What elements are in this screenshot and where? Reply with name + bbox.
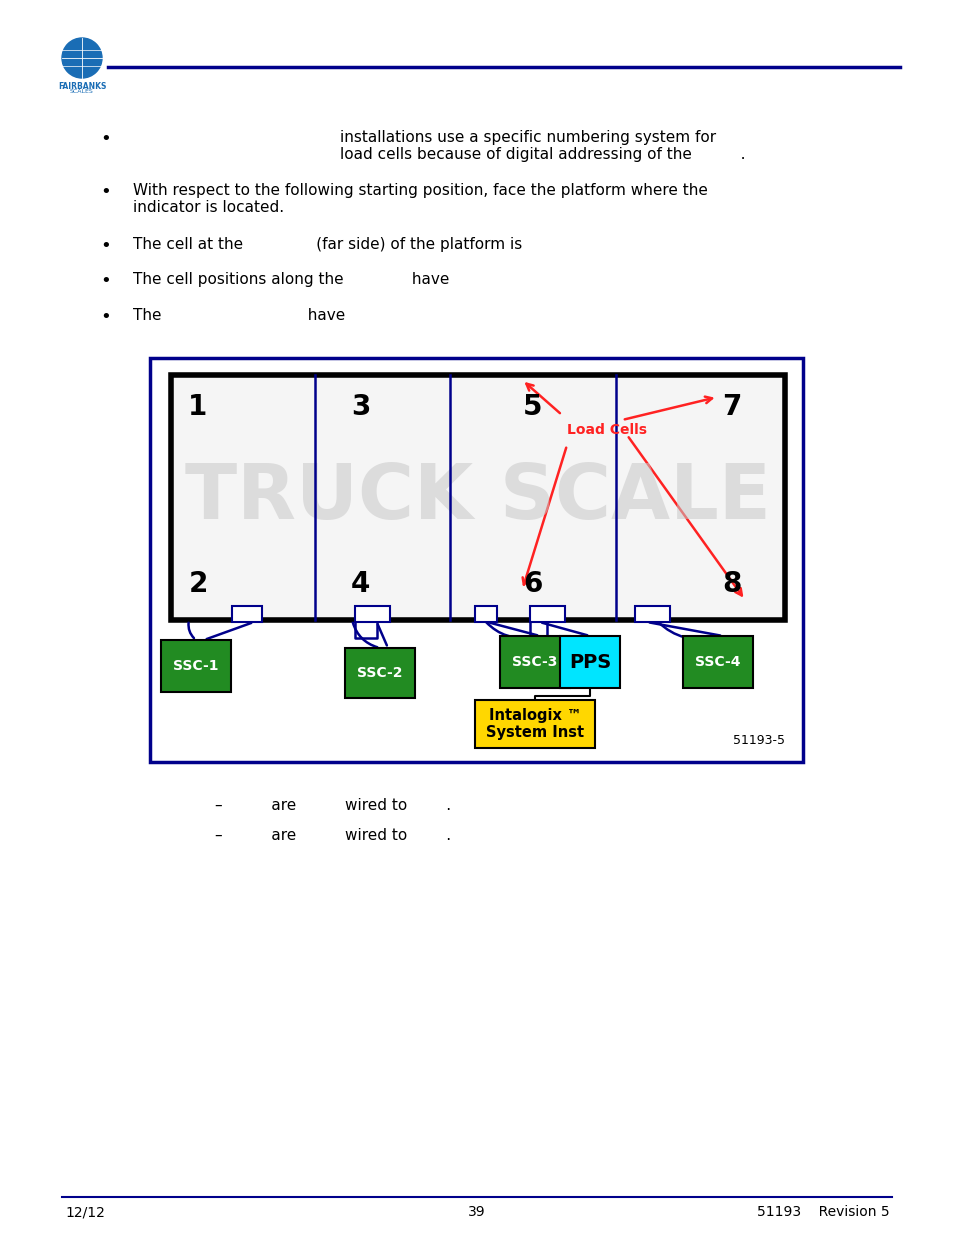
Text: 5: 5 xyxy=(522,393,542,421)
Text: 7: 7 xyxy=(721,393,741,421)
Bar xyxy=(559,636,619,688)
Bar xyxy=(171,375,784,620)
Text: TRUCK SCALE: TRUCK SCALE xyxy=(185,461,770,535)
Text: The cell positions along the              have: The cell positions along the have xyxy=(132,272,449,287)
Text: •: • xyxy=(100,130,111,148)
Text: •: • xyxy=(100,272,111,290)
Bar xyxy=(345,648,415,698)
Bar xyxy=(682,636,752,688)
Text: 51193-5: 51193-5 xyxy=(732,734,784,747)
Text: SCALES: SCALES xyxy=(71,89,93,94)
Text: 1: 1 xyxy=(188,393,208,421)
Text: 4: 4 xyxy=(351,571,370,598)
Text: 8: 8 xyxy=(721,571,741,598)
Text: FAIRBANKS: FAIRBANKS xyxy=(58,82,106,91)
Text: The                              have: The have xyxy=(132,308,345,324)
Text: SSC-2: SSC-2 xyxy=(356,666,402,680)
Text: 6: 6 xyxy=(522,571,541,598)
Bar xyxy=(161,640,231,692)
Bar xyxy=(233,606,262,622)
Text: 39: 39 xyxy=(468,1205,485,1219)
Text: SSC-1: SSC-1 xyxy=(173,659,218,673)
Text: –          are          wired to        .: – are wired to . xyxy=(214,798,451,813)
Circle shape xyxy=(62,38,102,78)
Bar xyxy=(475,700,595,748)
Bar xyxy=(150,358,802,762)
Text: Intalogix ™
System Inst: Intalogix ™ System Inst xyxy=(485,708,583,740)
Text: •: • xyxy=(100,308,111,326)
Bar xyxy=(475,606,497,622)
Text: 12/12: 12/12 xyxy=(65,1205,105,1219)
Text: •: • xyxy=(100,183,111,201)
Text: With respect to the following starting position, face the platform where the
ind: With respect to the following starting p… xyxy=(132,183,707,215)
Text: 2: 2 xyxy=(188,571,208,598)
Text: •: • xyxy=(100,237,111,254)
Text: SSC-3: SSC-3 xyxy=(512,655,558,669)
Bar xyxy=(499,636,569,688)
Bar xyxy=(634,606,669,622)
Bar xyxy=(355,606,390,622)
Text: Load Cells: Load Cells xyxy=(566,424,646,437)
Text: –          are          wired to        .: – are wired to . xyxy=(214,827,451,844)
Text: SSC-4: SSC-4 xyxy=(695,655,740,669)
Text: 51193    Revision 5: 51193 Revision 5 xyxy=(757,1205,889,1219)
Bar xyxy=(530,606,564,622)
Text: 3: 3 xyxy=(351,393,370,421)
Text: installations use a specific numbering system for
load cells because of digital : installations use a specific numbering s… xyxy=(339,130,744,162)
Text: The cell at the               (far side) of the platform is: The cell at the (far side) of the platfo… xyxy=(132,237,521,252)
Text: PPS: PPS xyxy=(568,652,611,672)
